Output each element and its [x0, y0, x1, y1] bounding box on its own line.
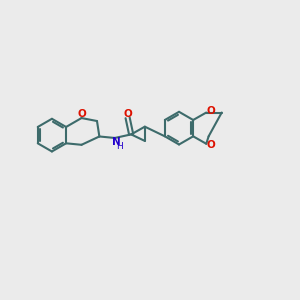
Text: O: O: [206, 106, 215, 116]
Text: O: O: [206, 140, 215, 150]
Text: O: O: [77, 109, 86, 119]
Text: H: H: [116, 142, 123, 152]
Text: O: O: [123, 109, 132, 119]
Text: N: N: [112, 137, 120, 147]
